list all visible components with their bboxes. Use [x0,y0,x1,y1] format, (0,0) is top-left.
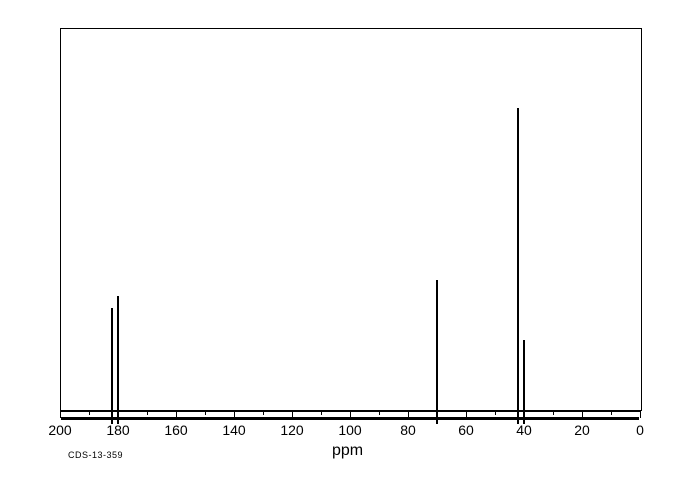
xaxis-tick-label: 200 [48,422,71,438]
xaxis-tick-label: 160 [164,422,187,438]
plot-area [60,28,642,411]
footer-label: CDS-13-359 [68,450,123,460]
xaxis-tick-label: 0 [636,422,644,438]
xaxis-label: ppm [332,442,363,460]
peak [436,280,438,424]
chart-container: 200180160140120100806040200 ppm CDS-13-3… [0,0,680,500]
xaxis-tick-label: 140 [222,422,245,438]
xaxis-tick-label: 180 [106,422,129,438]
xaxis-tick-label: 80 [400,422,416,438]
peak [117,296,119,424]
xaxis-tick-label: 120 [280,422,303,438]
xaxis-tick-label: 60 [458,422,474,438]
xaxis-tick-label: 20 [574,422,590,438]
xaxis-tick-label: 100 [338,422,361,438]
peak [111,308,113,424]
peak [517,108,519,424]
xaxis-tick-label: 40 [516,422,532,438]
xaxis-line [60,410,640,412]
